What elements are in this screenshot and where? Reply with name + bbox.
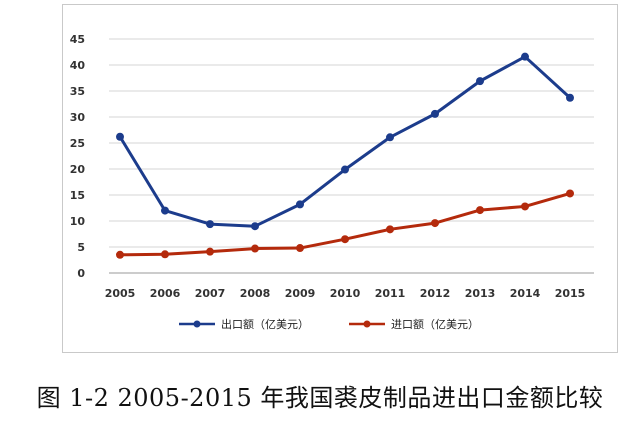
y-tick-label: 20 (70, 163, 86, 176)
series-line-import (118, 191, 572, 257)
legend-label: 进口额（亿美元） (391, 318, 479, 331)
x-tick-label: 2014 (510, 287, 541, 300)
data-point-export (116, 132, 124, 141)
y-tick-label: 5 (77, 241, 85, 254)
data-point-export (521, 52, 529, 61)
data-point-export (296, 200, 304, 209)
line-chart: 0 5 10 15 20 25 30 35 40 45 2005 2006 2007 2008 2009 20… (70, 33, 594, 331)
data-point-import (476, 206, 484, 215)
y-tick-label: 25 (70, 137, 85, 150)
legend-label: 出口额（亿美元） (221, 317, 309, 331)
x-tick-label: 2011 (375, 287, 406, 300)
chart-frame: 0 5 10 15 20 25 30 35 40 45 2005 2006 2007 2008 2009 20… (62, 4, 618, 353)
y-tick-label: 10 (70, 215, 86, 228)
y-tick-label: 30 (70, 111, 86, 124)
legend-swatch-marker (193, 320, 201, 328)
y-tick-label: 45 (70, 33, 85, 46)
data-point-export (476, 77, 484, 86)
data-point-export (431, 109, 439, 118)
data-point-import (206, 247, 214, 256)
data-point-export (566, 93, 574, 102)
x-tick-label: 2015 (555, 287, 586, 300)
data-point-export (386, 133, 394, 142)
data-point-export (251, 222, 259, 231)
x-tick-label: 2005 (105, 287, 136, 300)
data-point-import (116, 250, 124, 259)
data-point-export (341, 165, 349, 174)
series-line-export (118, 55, 572, 228)
y-tick-label: 15 (70, 189, 85, 202)
data-point-import (341, 235, 349, 244)
figure-caption: 图 1-2 2005-2015 年我国裘皮制品进出口金额比较 (36, 384, 604, 412)
x-tick-label: 2009 (285, 287, 316, 300)
x-tick-label: 2008 (240, 287, 271, 300)
data-point-export (206, 220, 214, 229)
data-point-import (566, 189, 574, 198)
data-point-import (251, 244, 259, 253)
y-tick-label: 35 (70, 85, 85, 98)
series-layer (116, 52, 574, 259)
x-tick-label: 2012 (420, 287, 451, 300)
data-point-export (161, 206, 169, 215)
y-tick-label: 0 (77, 267, 85, 280)
data-point-import (386, 225, 394, 234)
data-point-import (521, 202, 529, 211)
x-tick-label: 2006 (150, 287, 181, 300)
axes: 0 5 10 15 20 25 30 35 40 45 2005 2006 2007 2008 2009 20… (70, 33, 594, 300)
x-tick-label: 2007 (195, 287, 226, 300)
y-tick-label: 40 (70, 59, 86, 72)
gridlines (109, 38, 594, 248)
legend: 出口额（亿美元） 进口额（亿美元） (179, 317, 479, 331)
x-tick-label: 2013 (465, 287, 496, 300)
legend-swatch-marker (363, 320, 371, 328)
x-tick-label: 2010 (330, 287, 361, 300)
data-point-import (161, 250, 169, 259)
data-point-import (431, 219, 439, 228)
data-point-import (296, 244, 304, 253)
